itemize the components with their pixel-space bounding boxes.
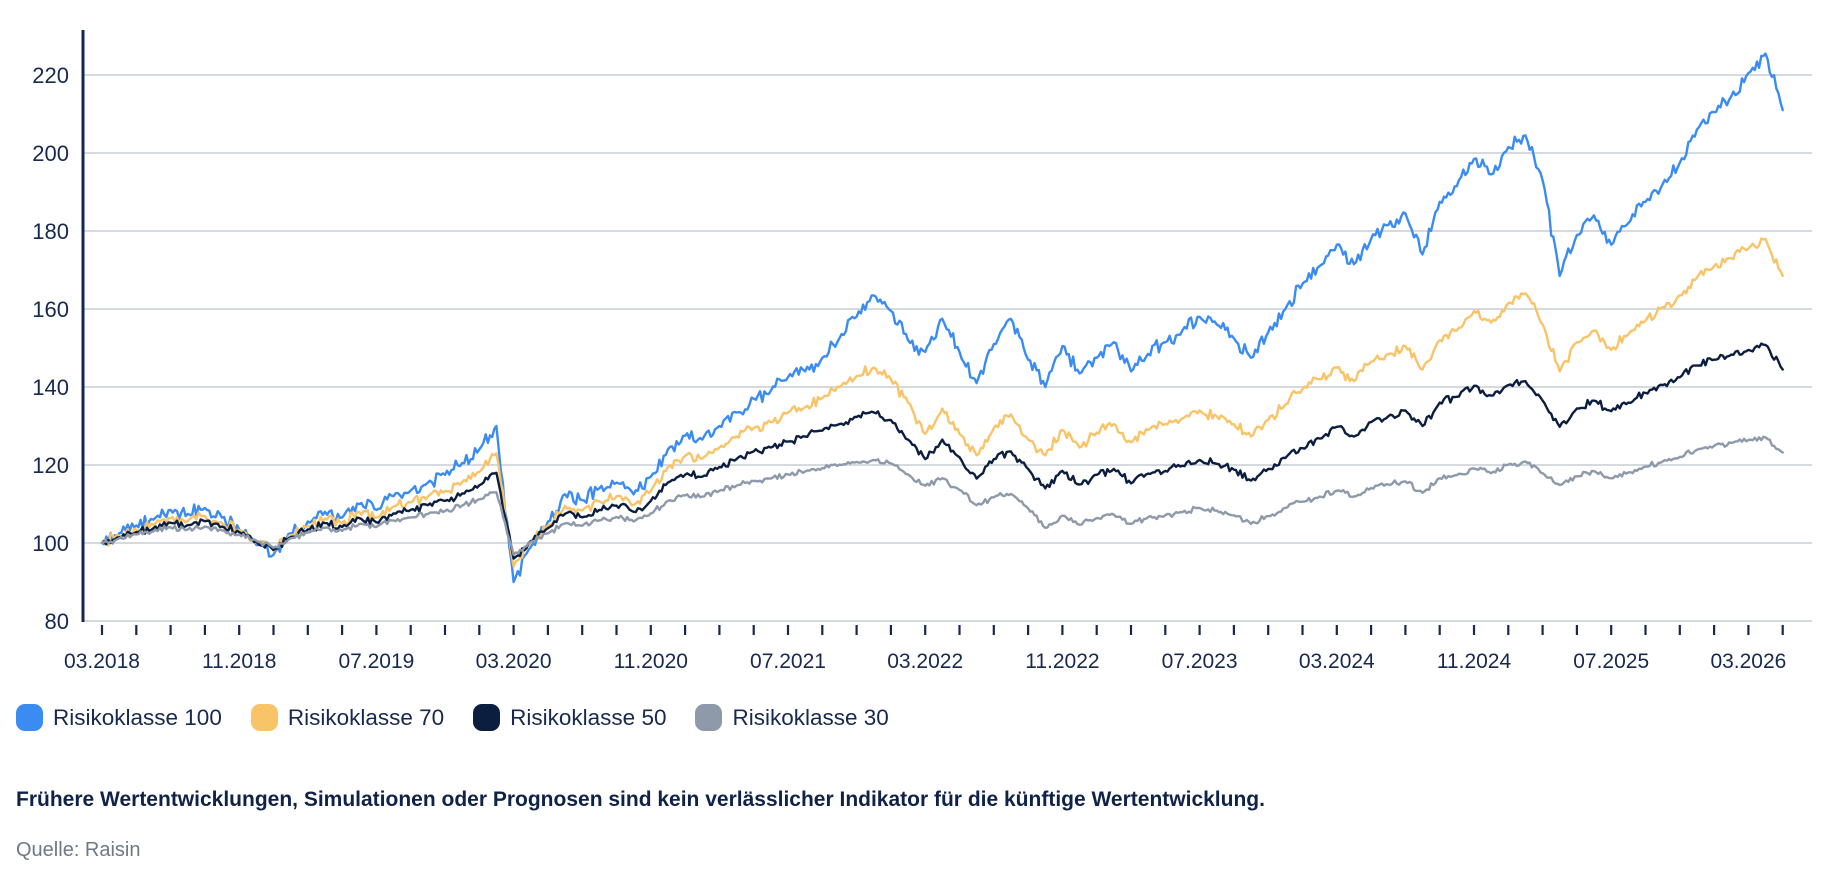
legend-item-risikoklasse-100[interactable]: Risikoklasse 100: [16, 704, 222, 731]
series-line-risikoklasse-30: [100, 435, 1784, 556]
y-axis-tick-label: 180: [32, 219, 69, 244]
series-line-risikoklasse-70: [100, 237, 1784, 568]
source-text: Quelle: Raisin: [16, 839, 141, 861]
x-axis-tick-label: 03.2026: [1710, 650, 1786, 673]
x-axis-tick-label: 03.2020: [476, 650, 552, 673]
legend-color-chip: [695, 704, 723, 731]
x-axis-tick-label: 07.2021: [750, 650, 826, 673]
series-line-risikoklasse-100: [100, 52, 1784, 584]
legend-label: Risikoklasse 70: [287, 705, 445, 730]
x-axis-tick-label: 07.2019: [338, 650, 414, 673]
x-axis-tick-label: 11.2022: [1025, 650, 1099, 673]
legend-label: Risikoklasse 50: [510, 705, 667, 730]
y-axis-tick-label: 120: [32, 453, 69, 478]
x-axis-tick-label: 11.2020: [614, 650, 688, 673]
chart-legend: Risikoklasse 100 Risikoklasse 70 Risikokla…: [16, 704, 1836, 731]
x-axis-tick-label: 07.2025: [1573, 650, 1649, 673]
x-axis-tick-label: 03.2018: [64, 650, 140, 673]
legend-label: Risikoklasse 30: [732, 705, 889, 730]
y-axis-tick-label: 100: [32, 531, 69, 556]
series-line-risikoklasse-50: [100, 342, 1784, 560]
legend-label: Risikoklasse 100: [53, 705, 222, 730]
y-axis-tick-label: 160: [32, 297, 69, 322]
performance-line-chart[interactable]: 80 100 120 140 160 180 200 220 03.2018 11.2018 07.…: [0, 0, 1836, 690]
legend-item-risikoklasse-50[interactable]: Risikoklasse 50: [473, 704, 666, 731]
x-axis-tick-label: 07.2023: [1162, 650, 1238, 673]
x-axis-tick-label: 03.2022: [887, 650, 963, 673]
legend-color-chip: [16, 704, 43, 731]
disclaimer-text: Frühere Wertentwicklungen, Simulationen …: [16, 788, 1265, 811]
legend-color-chip: [250, 704, 278, 731]
y-axis-tick-label: 140: [32, 375, 69, 400]
x-axis-tick-label: 03.2024: [1299, 650, 1375, 673]
legend-item-risikoklasse-30[interactable]: Risikoklasse 30: [695, 704, 889, 731]
x-axis-tick-label: 11.2018: [202, 650, 276, 673]
y-axis-tick-label: 80: [45, 609, 69, 634]
legend-color-chip: [473, 704, 501, 731]
x-axis-tick-label: 11.2024: [1437, 650, 1512, 673]
legend-item-risikoklasse-70[interactable]: Risikoklasse 70: [250, 704, 445, 731]
y-axis-tick-label: 200: [32, 141, 69, 166]
y-axis-tick-label: 220: [32, 63, 69, 88]
